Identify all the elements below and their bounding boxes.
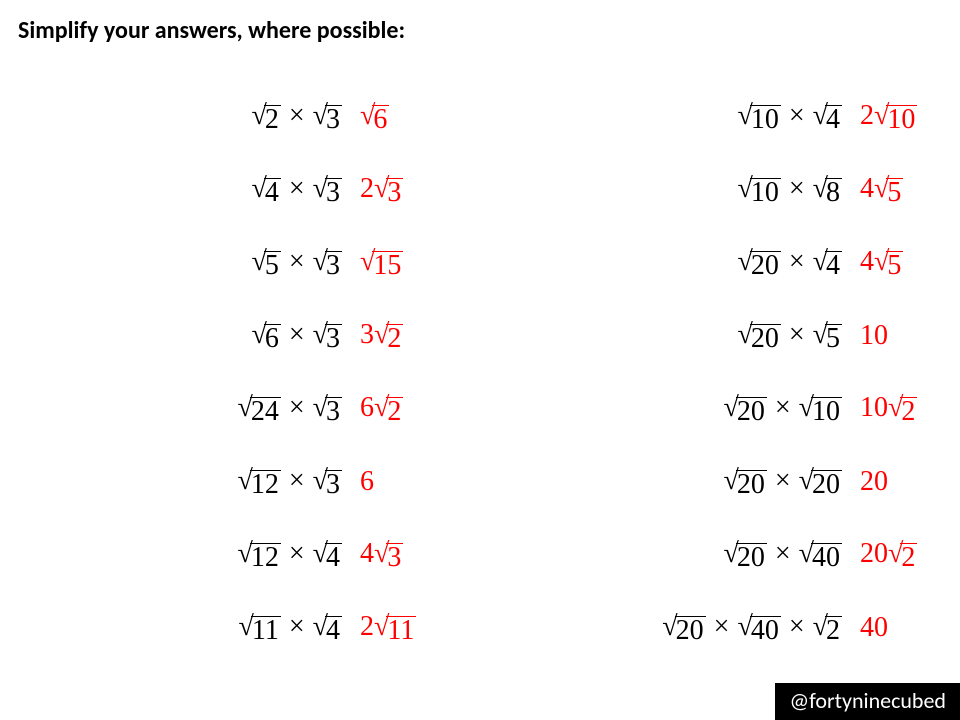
answer: 4√5 [860, 246, 960, 280]
left-row: √5×√3√15 [0, 226, 470, 299]
answer: 3√2 [360, 319, 470, 353]
right-row: √10×√42√10 [470, 80, 960, 153]
answer: 2√11 [360, 611, 470, 645]
right-row: √20×√1010√2 [470, 372, 960, 445]
left-row: √2×√3√6 [0, 80, 470, 153]
question: √20×√40 [470, 538, 860, 572]
left-row: √4×√32√3 [0, 153, 470, 226]
right-row: √20×√2020 [470, 445, 960, 518]
question: √5×√3 [0, 246, 360, 280]
answer: 4√3 [360, 538, 470, 572]
right-row: √20×√40×√240 [470, 591, 960, 664]
left-row: √12×√36 [0, 445, 470, 518]
page-title: Simplify your answers, where possible: [18, 16, 405, 45]
question: √10×√8 [470, 173, 860, 207]
answer: 4√5 [860, 173, 960, 207]
question: √2×√3 [0, 100, 360, 134]
question: √24×√3 [0, 392, 360, 426]
answer: 20 [860, 466, 960, 498]
question: √20×√10 [470, 392, 860, 426]
question: √6×√3 [0, 319, 360, 353]
answer: 20√2 [860, 538, 960, 572]
question: √20×√5 [470, 319, 860, 353]
answer: 10 [860, 320, 960, 352]
answer: 6 [360, 466, 470, 498]
left-row: √6×√33√2 [0, 299, 470, 372]
right-row: √20×√4020√2 [470, 518, 960, 591]
answer: 2√10 [860, 100, 960, 134]
question: √20×√4 [470, 246, 860, 280]
right-row: √20×√44√5 [470, 226, 960, 299]
question: √12×√4 [0, 538, 360, 572]
answer: √15 [360, 246, 470, 280]
question: √11×√4 [0, 611, 360, 645]
right-column: √10×√42√10√10×√84√5√20×√44√5√20×√510√20×… [470, 80, 960, 664]
question: √12×√3 [0, 465, 360, 499]
right-row: √10×√84√5 [470, 153, 960, 226]
answer: 2√3 [360, 173, 470, 207]
answer: √6 [360, 100, 470, 134]
left-row: √11×√42√11 [0, 591, 470, 664]
left-row: √24×√36√2 [0, 372, 470, 445]
right-row: √20×√510 [470, 299, 960, 372]
left-row: √12×√44√3 [0, 518, 470, 591]
answer: 40 [860, 612, 960, 644]
answer: 6√2 [360, 392, 470, 426]
left-column: √2×√3√6√4×√32√3√5×√3√15√6×√33√2√24×√36√2… [0, 80, 470, 664]
answer: 10√2 [860, 392, 960, 426]
question: √20×√40×√2 [470, 611, 860, 645]
footer-handle: @fortyninecubed [775, 683, 960, 720]
question: √4×√3 [0, 173, 360, 207]
question: √20×√20 [470, 465, 860, 499]
question: √10×√4 [470, 100, 860, 134]
worksheet-grid: √2×√3√6√4×√32√3√5×√3√15√6×√33√2√24×√36√2… [0, 80, 960, 664]
